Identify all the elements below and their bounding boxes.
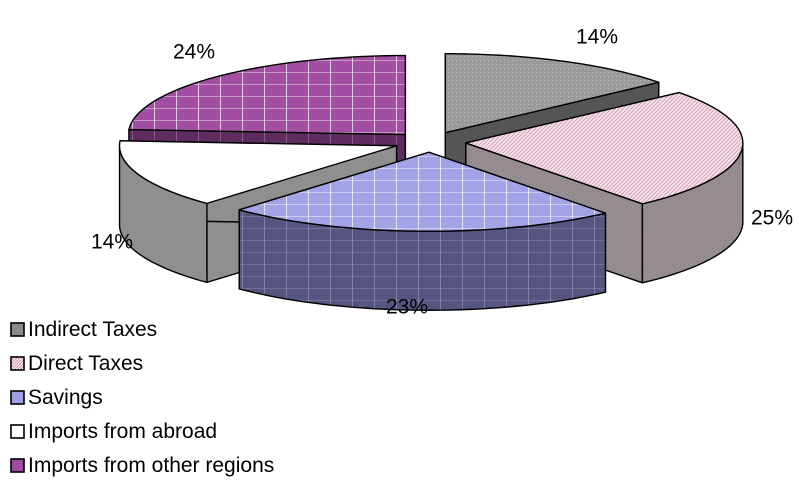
data-label-direct-taxes: 25%	[751, 207, 793, 230]
legend-swatch-indirect-taxes	[10, 321, 25, 337]
legend-label: Indirect Taxes	[28, 317, 158, 341]
slice-top-imports-from-other-regions	[128, 54, 407, 136]
legend-item-imports-from-other-regions: Imports from other regions	[10, 448, 274, 482]
legend-item-savings: Savings	[10, 380, 274, 414]
legend-label: Savings	[28, 385, 103, 409]
slice-top-imports-from-abroad	[118, 140, 398, 205]
data-label-savings: 23%	[386, 296, 428, 319]
legend-item-indirect-taxes: Indirect Taxes	[10, 312, 274, 346]
pie-data-labels: 14% 25% 23% 14% 24%	[91, 26, 793, 319]
chart-legend: Indirect Taxes Direct Taxes Savings Imports…	[10, 312, 274, 482]
slice-top-indirect-taxes	[444, 53, 660, 134]
legend-swatch-imports-from-abroad	[10, 423, 25, 439]
slice-top-direct-taxes	[465, 91, 744, 205]
data-label-imports-from-other-regions: 24%	[173, 41, 215, 64]
legend-item-imports-from-abroad: Imports from abroad	[10, 414, 274, 448]
legend-swatch-savings	[10, 389, 25, 405]
slice-top-savings	[238, 151, 607, 232]
legend-label: Imports from abroad	[28, 419, 218, 443]
legend-swatch-imports-from-other-regions	[10, 457, 25, 473]
pie-slices	[118, 53, 744, 311]
legend-item-direct-taxes: Direct Taxes	[10, 346, 274, 380]
data-label-imports-from-abroad: 14%	[91, 231, 133, 254]
slice-savings	[238, 151, 607, 311]
legend-label: Imports from other regions	[28, 453, 275, 477]
data-label-indirect-taxes: 14%	[576, 26, 618, 49]
legend-swatch-direct-taxes	[10, 355, 25, 371]
legend-label: Direct Taxes	[28, 351, 144, 375]
